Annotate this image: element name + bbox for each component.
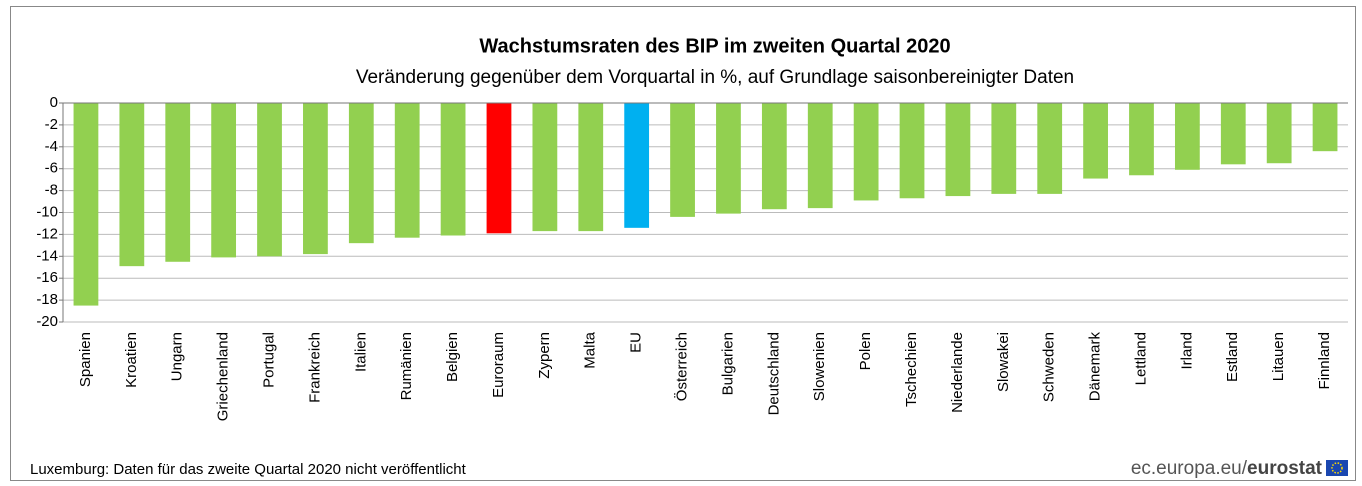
- bar: [1266, 103, 1292, 164]
- bar: [394, 103, 420, 238]
- x-tick-label: Bulgarien: [719, 332, 736, 395]
- x-tick-label: Ungarn: [169, 332, 186, 381]
- x-tick-label: Deutschland: [765, 332, 782, 415]
- bar: [807, 103, 833, 209]
- bar: [165, 103, 191, 262]
- y-tick-label: -14: [36, 247, 58, 264]
- x-tick-label: Österreich: [673, 332, 691, 401]
- x-tick-label: Litauen: [1270, 332, 1287, 381]
- bar: [303, 103, 328, 255]
- y-tick-label: -18: [36, 291, 58, 308]
- bar: [853, 103, 879, 201]
- x-tick-label: Niederlande: [949, 332, 966, 413]
- bar: [348, 103, 374, 244]
- x-tick-label: Portugal: [260, 332, 277, 388]
- y-tick-label: -8: [45, 182, 58, 199]
- chart-subtitle: Veränderung gegenüber dem Vorquartal in …: [356, 67, 1074, 88]
- y-tick-label: -2: [45, 116, 58, 133]
- bar: [670, 103, 695, 217]
- x-tick-label: EU: [628, 332, 645, 353]
- eu-flag: [1326, 460, 1348, 476]
- x-tick-label: Estland: [1224, 332, 1241, 382]
- eu-stars: [1331, 462, 1343, 474]
- bar: [211, 103, 237, 258]
- x-tick-label: Kroatien: [123, 332, 140, 388]
- x-tick-label: Slowakei: [995, 332, 1012, 392]
- y-tick-label: -16: [36, 269, 58, 286]
- bar: [73, 103, 99, 306]
- source: ec.europa.eu/eurostat: [1131, 458, 1323, 479]
- source-brand: eurostat: [1247, 458, 1323, 479]
- bar: [440, 103, 466, 236]
- x-tick-label: Italien: [352, 332, 369, 372]
- bar: [119, 103, 145, 267]
- x-tick-label: Rumänien: [398, 332, 415, 400]
- bar: [486, 103, 512, 234]
- y-tick-label: -12: [36, 225, 58, 242]
- bar: [945, 103, 971, 197]
- footnote: Luxemburg: Daten für das zweite Quartal …: [30, 461, 467, 478]
- y-tick-label: -6: [45, 160, 58, 177]
- x-tick-label: Frankreich: [306, 332, 323, 403]
- y-tick-label: 0: [50, 94, 58, 111]
- bar: [761, 103, 787, 210]
- bar: [532, 103, 558, 232]
- x-tick-label: Dänemark: [1087, 332, 1104, 402]
- bar: [1312, 103, 1338, 152]
- bar: [1083, 103, 1108, 179]
- bar: [624, 103, 650, 228]
- x-tick-label: Zypern: [536, 332, 553, 379]
- bar: [899, 103, 925, 199]
- x-tick-label: Irland: [1178, 332, 1195, 370]
- source-url: ec.europa.eu/: [1131, 458, 1248, 479]
- y-tick-label: -10: [36, 203, 58, 220]
- bar: [1220, 103, 1246, 165]
- bar: [578, 103, 604, 232]
- bar: [1174, 103, 1200, 170]
- x-tick-label: Griechenland: [215, 332, 232, 421]
- x-tick-label: Schweden: [1041, 332, 1058, 402]
- x-tick-label: Euroraum: [490, 332, 507, 398]
- y-tick-label: -20: [36, 313, 58, 330]
- x-tick-label: Tschechien: [903, 332, 920, 407]
- x-tick-label: Lettland: [1132, 332, 1149, 385]
- bar: [991, 103, 1017, 194]
- chart-title: Wachstumsraten des BIP im zweiten Quarta…: [479, 35, 950, 57]
- bar: [716, 103, 741, 214]
- x-tick-label: Malta: [582, 331, 599, 368]
- x-tick-label: Slowenien: [811, 332, 828, 401]
- x-tick-label: Polen: [857, 332, 874, 370]
- bar: [257, 103, 282, 257]
- x-tick-label: Spanien: [77, 332, 94, 387]
- x-tick-label: Finnland: [1316, 332, 1333, 390]
- bar: [1037, 103, 1063, 194]
- y-tick-label: -4: [45, 138, 58, 155]
- bar: [1129, 103, 1154, 176]
- x-tick-label: Belgien: [444, 332, 461, 382]
